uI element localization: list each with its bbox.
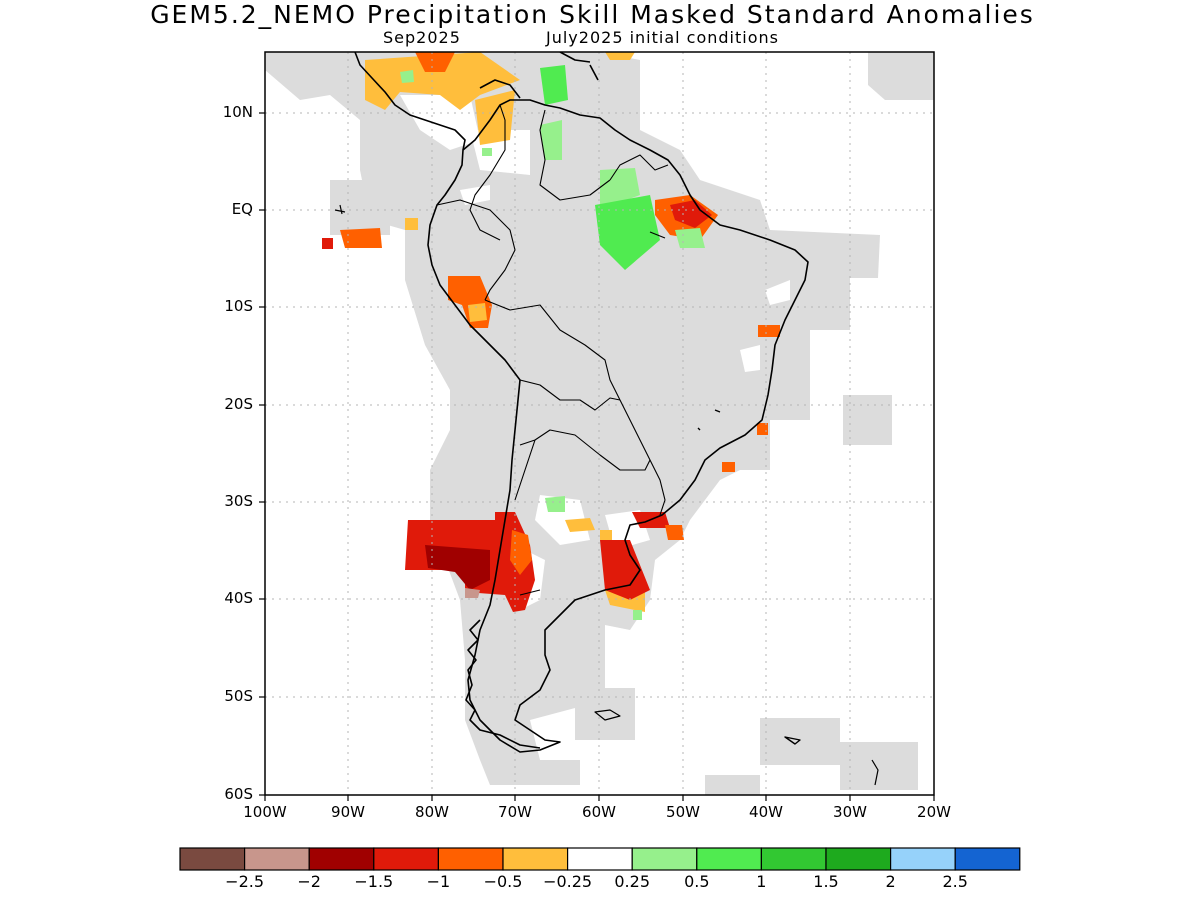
lat-label: 10S [224,297,253,315]
coastline [334,52,879,786]
colorbar-tick-label: 0.25 [614,872,650,891]
colorbar-tick-label: −0.25 [543,872,593,891]
colorbar-swatch [696,847,762,871]
anomaly-field [265,52,934,795]
colorbar-swatch [631,847,698,871]
skill-mask-region [265,52,934,795]
colorbar-tick-label: 1 [756,872,767,891]
colorbar-swatch [566,847,633,871]
lat-label: 40S [224,589,253,607]
lon-label: 20W [917,803,951,821]
colorbar-swatch [373,847,439,871]
colorbar-swatch [889,847,956,871]
colorbar-tick-label: −2 [297,872,321,891]
colorbar-tick-label: −1.5 [354,872,394,891]
colorbar-tick-label: −0.5 [483,872,523,891]
lon-label: 70W [498,803,532,821]
colorbar-swatch [954,847,1021,871]
wet-anomaly-patches [400,65,705,620]
lon-label: 100W [243,803,287,821]
colorbar-swatch [179,847,246,871]
colorbar-tick-label: 1.5 [813,872,839,891]
lon-label: 50W [666,803,700,821]
colorbar-swatch [308,847,375,871]
lat-label: 30S [224,492,253,510]
lon-label: 60W [582,803,616,821]
map-title: GEM5.2_NEMO Precipitation Skill Masked S… [150,0,1035,29]
colorbar-tick-label: 2.5 [942,872,968,891]
lat-label: 10N [222,103,253,121]
lat-label: 60S [224,785,253,803]
colorbar-swatch [760,847,827,871]
colorbar [179,847,1021,871]
colorbar-swatch [825,847,892,871]
colorbar-tick-label: 0.5 [684,872,710,891]
lat-label: EQ [231,200,253,218]
dry-anomaly-patches [322,52,780,612]
colorbar-tick-label: 2 [885,872,896,891]
lon-label: 90W [331,803,365,821]
axis-ticks [259,112,935,801]
colorbar-tick-label: −2.5 [225,872,265,891]
lon-label: 40W [749,803,783,821]
colorbar-swatch [437,847,504,871]
lat-label: 20S [224,395,253,413]
lon-label: 80W [415,803,449,821]
initial-conditions: July2025 initial conditions [546,28,779,47]
colorbar-tick-label: −1 [426,872,451,891]
forecast-month: Sep2025 [383,28,461,47]
colorbar-swatch [502,847,569,871]
lon-label: 30W [833,803,867,821]
lat-label: 50S [224,687,253,705]
colorbar-swatch [244,847,310,871]
